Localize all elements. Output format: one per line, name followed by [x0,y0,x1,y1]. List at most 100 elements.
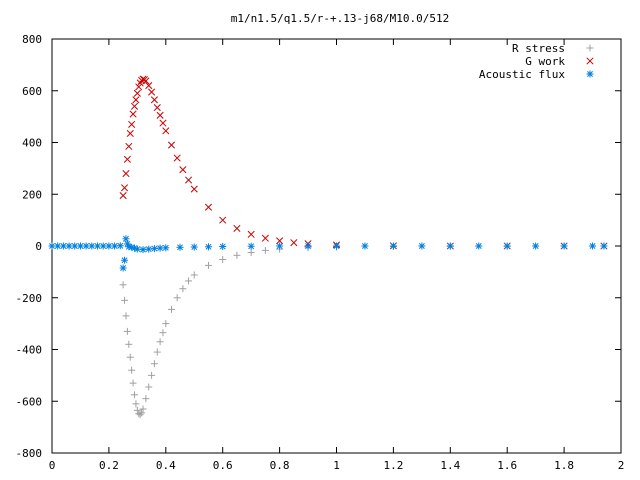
data-point [128,120,136,128]
legend-label: Acoustic flux [479,68,565,81]
x-axis: 0 0.2 0.4 0.6 0.8 1 1.2 1.4 1.6 1.8 2 [49,39,625,472]
data-point [162,320,170,328]
data-point [145,245,153,253]
data-point [204,203,213,211]
data-point [133,245,141,253]
data-point [167,141,176,149]
data-point [589,242,597,250]
data-point [179,285,187,293]
data-point [247,230,255,238]
series-acoustic-flux [48,235,608,272]
data-point [418,242,426,250]
data-point [389,242,397,250]
data-point [361,242,369,250]
y-axis: -800 -600 -400 -200 0 200 400 600 800 [16,33,621,460]
y-tick-label: 0 [35,240,42,253]
data-point [121,296,129,304]
data-point [532,242,540,250]
y-tick-label: 600 [22,85,42,98]
data-point [150,360,158,368]
data-point [162,244,170,252]
legend-label: R stress [512,42,565,55]
data-point [59,242,67,250]
data-point [159,329,167,337]
data-point [131,391,139,399]
data-point [125,340,133,348]
data-point [148,88,156,96]
data-point [304,242,312,250]
data-point [145,383,153,391]
data-point [153,348,161,356]
data-point [233,224,241,232]
data-point [156,338,164,346]
data-point [123,155,131,163]
data-point [233,251,241,259]
data-point [150,96,158,104]
data-point [600,242,608,250]
data-point [142,395,150,403]
data-point [190,185,198,193]
data-point [475,242,483,250]
legend-marker [586,57,594,65]
data-point [145,82,153,90]
y-tick-label: 200 [22,188,42,201]
data-point [176,243,184,251]
data-point [119,281,127,289]
data-point [179,166,187,174]
data-point [167,305,175,313]
data-point [126,353,134,361]
data-point [446,242,454,250]
data-point [159,119,167,127]
x-tick-label: 2 [618,459,625,472]
data-point [71,242,79,250]
data-point [503,242,511,250]
y-tick-label: -200 [16,292,43,305]
data-point [173,294,181,302]
data-point [125,243,133,251]
data-point [132,96,140,104]
series-r-stress [119,242,608,419]
data-point [162,127,170,135]
data-point [135,410,143,418]
data-point [129,379,137,387]
data-point [122,312,130,320]
data-point [156,244,164,252]
data-point [190,243,198,251]
legend-marker [586,44,594,52]
x-tick-label: 0.8 [270,459,290,472]
series-layer [48,75,608,419]
data-point [276,242,284,250]
data-point [219,216,227,224]
data-point [129,110,137,118]
x-tick-label: 0.2 [99,459,119,472]
data-point [219,255,227,263]
data-point [123,327,131,335]
data-point [138,409,146,417]
data-point [132,400,140,408]
data-point [333,242,340,250]
y-tick-label: 800 [22,33,42,46]
x-tick-label: 1 [333,459,340,472]
data-point [219,243,227,251]
x-tick-label: 1.4 [440,459,460,472]
data-point [204,261,212,269]
data-point [119,264,127,272]
y-tick-label: -800 [16,447,43,460]
data-point [126,129,134,137]
data-point [122,235,130,243]
data-point [247,248,255,256]
data-point [139,405,147,413]
data-point [76,242,84,250]
data-point [156,111,164,119]
x-tick-label: 0.6 [213,459,233,472]
data-point [122,169,130,178]
y-tick-label: 400 [22,137,42,150]
x-tick-label: 1.2 [383,459,403,472]
data-point [105,242,113,250]
data-point [136,411,144,419]
data-point [276,237,284,245]
data-point [135,83,143,91]
data-point [139,246,147,254]
data-point [116,242,124,250]
data-point [119,191,127,200]
